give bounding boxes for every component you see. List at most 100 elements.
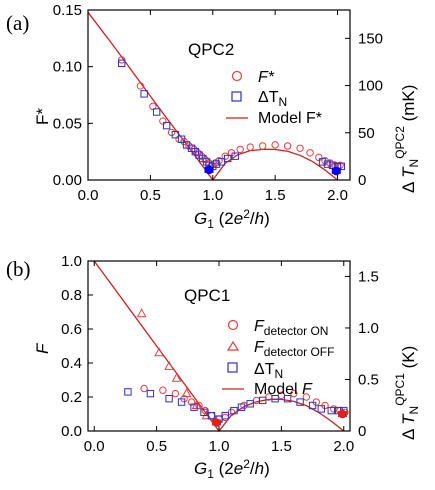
- data-point-square-a: [162, 121, 171, 130]
- y2-tick-label-a: 100: [358, 78, 383, 95]
- data-point-square-a: [212, 160, 221, 168]
- y-tick-label-a: 0.15: [53, 2, 82, 19]
- legend-a-label-dtn: ΔTN: [258, 89, 287, 109]
- legend-a-label-fstar: F*: [258, 69, 275, 86]
- legend-b-label-model: Model F: [254, 381, 313, 398]
- y-tick-label-b: 0.6: [61, 321, 82, 338]
- panel-a: 0.0 0.5 1.0 1.5 2.0 0.00 0.05 0.10 0.15 0 50 100 150…: [33, 2, 421, 231]
- chart-title-a: QPC2: [188, 40, 234, 59]
- data-point-square-a: [117, 59, 126, 67]
- y-tick-label-b: 0.0: [61, 423, 82, 440]
- data-point-circle-a: [185, 142, 193, 150]
- data-point-filled-cluster-a: [331, 167, 341, 174]
- y-tick-label-b: 0.4: [61, 355, 82, 372]
- x-axis-label-a: G1 (2e2/h): [194, 207, 270, 231]
- data-point-circle-b: [159, 386, 167, 394]
- data-point-square-b: [237, 403, 246, 411]
- data-point-circle-b: [290, 389, 298, 398]
- legend-b: Fdetector ON Fdetector OFF ΔTN Model F: [222, 318, 334, 398]
- data-point-square-b: [308, 401, 317, 410]
- data-point-square-b: [177, 398, 186, 406]
- legend-a-marker-square: [231, 91, 242, 102]
- data-point-square-b: [165, 395, 173, 403]
- y2-tick-label-a: 50: [358, 125, 375, 142]
- x-tick-label-a: 1.5: [265, 187, 286, 204]
- data-point-circle-a: [246, 143, 254, 151]
- data-point-circle-b: [252, 396, 261, 405]
- panel-label-a: (a): [6, 11, 29, 35]
- data-point-square-b: [271, 395, 279, 403]
- data-point-filled-cluster-b: [338, 411, 348, 417]
- legend-a: F* ΔTN Model F*: [226, 69, 322, 127]
- data-point-circle-b: [187, 398, 196, 406]
- data-point-square-a: [318, 158, 327, 166]
- x-tick-label-a: 0.0: [78, 187, 99, 204]
- data-point-triangle-b: [136, 308, 147, 318]
- x-tick-label-b: 0.5: [146, 438, 167, 455]
- data-point-square-a: [140, 90, 148, 98]
- x-tick-label-b: 2.0: [333, 438, 354, 455]
- y-tick-label-a: 0.10: [53, 59, 82, 76]
- plot-frame-b: [87, 260, 351, 432]
- data-point-square-b: [296, 398, 304, 406]
- model-curve-a: [87, 11, 338, 182]
- data-point-triangle-b: [171, 372, 182, 382]
- data-point-circle-a: [236, 145, 244, 154]
- data-point-square-a: [152, 108, 161, 116]
- y-axis-label-b: F: [33, 342, 52, 354]
- plot-frame-a: [87, 9, 351, 181]
- legend-b-marker-circle: [227, 319, 239, 331]
- data-point-circle-a: [258, 142, 267, 150]
- y2-axis-label-a: Δ TNQPC2 (mK): [393, 85, 421, 193]
- legend-a-marker-circle: [231, 70, 243, 82]
- data-point-square-b: [146, 389, 155, 398]
- panel-label-b: (b): [6, 257, 31, 281]
- y2-tick-label-b: 0.5: [358, 371, 379, 388]
- data-point-circle-b: [171, 389, 180, 398]
- x-axis-label-b: G1 (2e2/h): [194, 457, 270, 481]
- data-point-circle-a: [271, 141, 279, 149]
- x-tick-label-b: 0.0: [84, 438, 105, 455]
- data-point-circle-a: [306, 149, 314, 157]
- data-point-square-b: [327, 406, 335, 415]
- data-point-triangle-b: [164, 360, 174, 370]
- data-point-square-a: [231, 152, 239, 160]
- data-point-circle-a: [159, 117, 167, 125]
- y-tick-label-a: 0.05: [53, 115, 82, 132]
- data-point-square-b: [200, 408, 208, 417]
- data-point-circle-a: [315, 153, 323, 162]
- y-tick-label-b: 0.2: [61, 389, 82, 406]
- y-tick-label-a: 0.00: [53, 172, 82, 189]
- y2-tick-label-b: 1.5: [358, 268, 379, 285]
- data-point-square-b: [283, 395, 292, 403]
- legend-a-label-model: Model F*: [258, 110, 322, 127]
- legend-b-label-off: Fdetector OFF: [254, 339, 334, 359]
- data-point-circle-a: [296, 144, 304, 152]
- data-point-triangle-b: [191, 399, 202, 409]
- data-point-square-b: [221, 412, 229, 420]
- data-point-circle-b: [221, 413, 229, 422]
- data-point-square-a: [224, 154, 232, 163]
- data-point-square-b: [190, 403, 198, 411]
- data-point-circle-a: [221, 152, 229, 160]
- y-axis-label-a: F*: [33, 108, 52, 125]
- data-point-filled-cluster-a: [204, 166, 214, 173]
- legend-b-marker-square: [227, 362, 238, 373]
- y2-tick-label-a: 0: [358, 172, 366, 189]
- data-point-circle-a: [167, 128, 176, 137]
- y-tick-label-b: 1.0: [61, 253, 82, 270]
- data-point-square-a: [323, 160, 332, 168]
- data-point-square-b: [124, 388, 132, 396]
- data-point-circle-b: [302, 393, 311, 401]
- data-point-circle-a: [283, 142, 292, 150]
- legend-b-label-dtn: ΔTN: [254, 361, 283, 381]
- data-point-square-b: [246, 400, 254, 408]
- data-point-square-b: [317, 405, 326, 413]
- data-point-circle-b: [140, 384, 148, 393]
- legend-b-marker-triangle: [226, 340, 240, 351]
- legend-b-label-on: Fdetector ON: [254, 318, 328, 338]
- y2-tick-label-b: 1.0: [358, 320, 379, 337]
- data-point-square-b: [230, 406, 238, 415]
- data-point-square-a: [337, 162, 345, 171]
